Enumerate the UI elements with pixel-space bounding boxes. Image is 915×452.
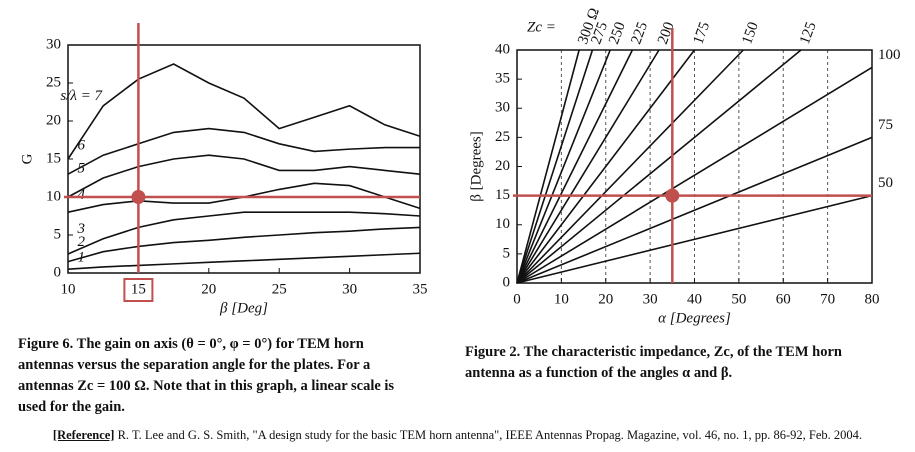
series-line [67,154,421,198]
reference: [Reference] R. T. Lee and G. S. Smith, "… [0,428,915,443]
y-tick-label: 15 [46,150,61,166]
y-tick-label: 5 [503,245,511,261]
series-label: 125 [797,20,820,47]
caption-line: antennas Zc = 100 Ω. Note that in this g… [18,378,395,394]
series-line [516,49,660,284]
x-tick-label: 20 [598,291,613,307]
y-tick-label: 5 [54,226,62,242]
x-axis-label: α [Degrees] [658,310,731,326]
series-label: 5 [77,160,85,176]
y-axis-label: β [Degrees] [468,131,484,202]
x-tick-label: 15 [131,281,146,297]
series-line [67,252,421,270]
caption-line: Figure 2. The characteristic impedance, … [465,344,842,360]
caption-line: antenna as a function of the angles α an… [465,365,733,381]
y-tick-label: 25 [46,74,61,90]
series-label: 200 [655,20,678,47]
series-line [67,63,421,160]
y-tick-label: 30 [46,36,61,52]
x-tick-label: 50 [731,291,746,307]
y-tick-label: 40 [495,41,510,57]
caption-left: Figure 6. The gain on axis (θ = 0°, φ = … [18,334,448,418]
series-line [516,66,873,284]
series-label: 150 [739,20,762,47]
x-tick-label: 40 [687,291,702,307]
series-label: 175 [690,20,713,47]
x-axis-label: β [Deg] [219,300,268,316]
caption-right: Figure 2. The characteristic impedance, … [465,342,910,384]
marker-dot [665,188,680,203]
caption-line: used for the gain. [18,399,125,415]
series-label: 250 [606,20,629,47]
y-tick-label: 10 [495,216,510,232]
y-tick-label: 10 [46,188,61,204]
x-tick-label: 60 [776,291,791,307]
series-line [67,211,421,255]
series-line [516,136,873,284]
x-tick-label: 30 [643,291,658,307]
y-axis-label: G [19,153,35,164]
series-line [516,49,611,284]
y-tick-label: 25 [495,129,510,145]
x-tick-label: 25 [272,281,287,297]
y-tick-label: 35 [495,71,510,87]
series-line [516,49,594,284]
series-label: 225 [628,20,651,47]
caption-line: antennas versus the separation angle for… [18,357,371,373]
y-tick-label: 20 [495,158,510,174]
series-line [516,49,580,284]
caption-line: Figure 6. The gain on axis (θ = 0°, φ = … [18,336,364,352]
reference-text: R. T. Lee and G. S. Smith, "A design stu… [117,428,863,442]
y-tick-label: 30 [495,100,510,116]
y-tick-label: 0 [54,264,62,280]
series-line [67,226,421,263]
series-line [516,49,696,284]
series-line [516,49,744,284]
series-label: 75 [878,117,893,133]
y-tick-label: 0 [503,274,511,290]
series-label: 6 [77,138,85,154]
series-line [516,49,634,284]
x-tick-label: 80 [865,291,880,307]
series-label: 3 [76,221,85,237]
series-label: 100 [878,47,901,63]
series-label: 50 [878,175,893,191]
x-tick-label: 35 [413,281,428,297]
marker-dot [131,190,146,204]
tick-highlight [123,278,154,302]
x-tick-label: 0 [513,291,521,307]
x-tick-label: 70 [820,291,835,307]
series-label: 4 [77,187,85,203]
x-tick-label: 10 [554,291,569,307]
series-label: 2 [77,234,85,250]
x-tick-label: 10 [61,281,76,297]
series-line [516,49,802,284]
series-label-title: Zc = [527,19,556,35]
x-tick-label: 30 [342,281,357,297]
series-line [67,127,420,175]
y-tick-label: 20 [46,112,61,128]
series-label: s/λ = 7 [60,88,103,104]
y-tick-label: 15 [495,187,510,203]
series-label: 275 [588,20,611,47]
x-tick-label: 20 [201,281,216,297]
reference-label: [Reference] [52,428,115,442]
series-line [516,194,873,284]
